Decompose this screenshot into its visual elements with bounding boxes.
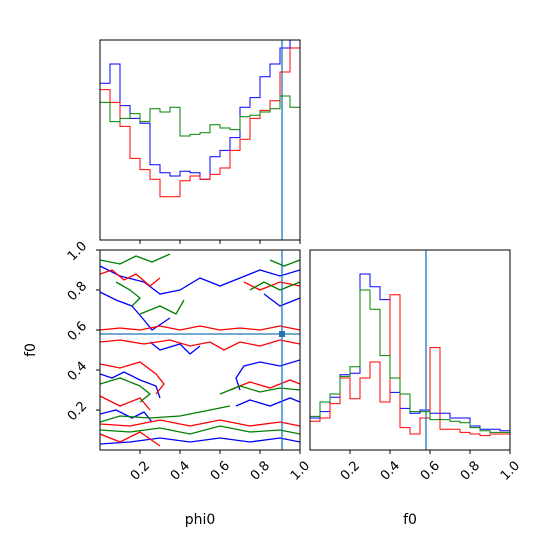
f0-hist-series-1-step-line [310, 294, 510, 437]
contour-series-1-level-5 [100, 419, 300, 427]
contour-series-1-level-3 [100, 361, 165, 395]
contour-series-2-level-7 [249, 281, 300, 291]
phi0-f0-contour-panel: 0.2 0.4 0.6 0.8 1.00.20.40.60.81.0 [65, 239, 313, 484]
contour-series-2-level-1 [115, 281, 141, 307]
contour-series-0-level-0 [100, 265, 300, 295]
phi0-histogram-frame [99, 39, 301, 241]
contour-series-0-level-7 [235, 397, 300, 407]
contour-series-0-level-5 [100, 437, 300, 445]
contour-series-1-level-1 [100, 325, 300, 331]
joint-x-axis-title: phi0 [185, 512, 216, 528]
contour-series-1-level-6 [100, 431, 161, 447]
contour-series-0-level-3 [100, 371, 161, 399]
phi0-hist-series-2-step-line [100, 95, 300, 137]
contour-panel-frame [99, 249, 301, 451]
contour-series-1-level-4 [100, 395, 151, 411]
contour-series-0-level-2 [149, 341, 201, 355]
joint-truth-marker [279, 331, 285, 337]
phi0-hist-series-1-step-line [100, 47, 300, 198]
contour-series-1-level-7 [229, 379, 300, 391]
joint-y-axis-title: f0 [23, 343, 39, 357]
contour-series-0-level-8 [263, 293, 300, 307]
contour-series-1-level-0 [100, 269, 161, 287]
contour-series-2-level-0 [100, 253, 171, 265]
f0-histogram-frame [309, 249, 511, 451]
contour-series-2-level-8 [269, 259, 300, 267]
contour-series-2-level-3 [100, 377, 152, 403]
contour-series-0-level-1 [100, 291, 171, 331]
contour-series-0-level-6 [235, 359, 300, 391]
contour-series-0-level-4 [100, 409, 153, 423]
contour-series-2-level-6 [219, 385, 300, 395]
contour-series-2-level-5 [100, 425, 300, 435]
f0-hist-series-2-step-line [310, 289, 510, 433]
phi0-histogram-panel [99, 39, 301, 244]
f0-x-axis-title: f0 [403, 512, 417, 528]
contour-series-1-level-2 [100, 339, 300, 351]
contour-series-2-level-4 [100, 405, 231, 423]
contour-series-1-level-8 [243, 281, 300, 291]
contour-series-2-level-2 [139, 299, 185, 315]
